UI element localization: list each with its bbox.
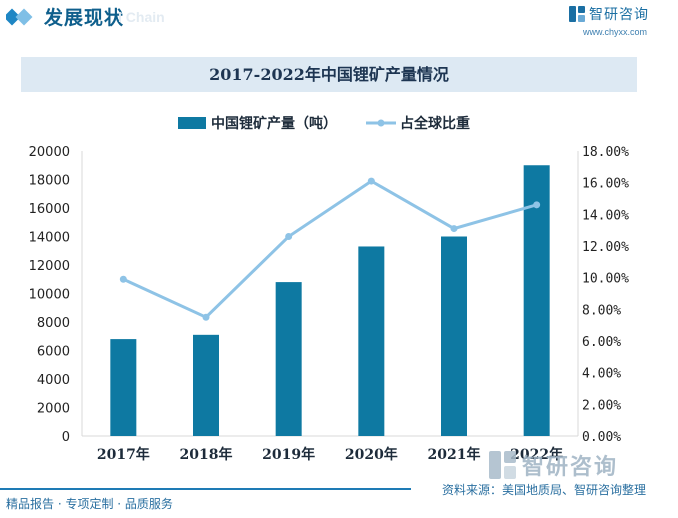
header-decor-icon [6, 8, 33, 26]
y-left-tick-label: 6000 [37, 345, 70, 360]
watermark-text: 智研咨询 [522, 455, 619, 480]
y-left-tick-label: 16000 [29, 202, 70, 217]
legend-bar-label: 中国锂矿产量（吨） [211, 116, 337, 132]
watermark-logo: 智研咨询 [488, 449, 618, 481]
x-tick-label: 2017年 [97, 446, 150, 463]
y-left-tick-label: 14000 [29, 231, 70, 246]
y-left-tick-label: 20000 [29, 145, 70, 160]
series-line [122, 179, 538, 320]
x-tick-label: 2019年 [262, 446, 315, 463]
line-point [367, 177, 375, 185]
y-left-tick-label: 2000 [37, 402, 70, 417]
line-point [450, 225, 458, 233]
footer-divider [0, 488, 411, 490]
brand-url[interactable]: www.chyxx.com [583, 27, 648, 37]
y-right-tick-label: 6.00% [582, 335, 621, 350]
y-right-tick-label: 14.00% [582, 208, 629, 223]
brand-name: 智研咨询 [589, 7, 649, 23]
brand-logo[interactable]: 智研咨询 [568, 4, 649, 24]
legend-bar-swatch [178, 117, 206, 129]
x-tick-label: 2018年 [180, 446, 233, 463]
y-left-tick-label: 10000 [29, 288, 70, 303]
legend-line-series: 占全球比重 [366, 113, 470, 133]
page-title: 发展现状 [44, 7, 125, 29]
bar [358, 246, 385, 436]
y-right-tick-label: 10.00% [582, 272, 629, 287]
x-tick-label: 2022年 [510, 446, 563, 463]
bar [523, 165, 550, 436]
y-right-tick-label: 2.00% [582, 398, 621, 413]
y-left-tick-label: 4000 [37, 373, 70, 388]
line-point [285, 233, 293, 240]
legend-line-swatch [366, 119, 396, 127]
line-point [533, 201, 541, 209]
watermark-logo-icon [489, 451, 516, 479]
bar [275, 282, 302, 436]
chart-title: 2017-2022年中国锂矿产量情况 [209, 65, 449, 84]
header-ghost-text: l Chain [118, 9, 165, 25]
bar [441, 236, 467, 436]
brand-logo-icon [569, 6, 585, 22]
y-right-tick-label: 0.00% [582, 430, 621, 445]
y-right-tick-label: 12.00% [582, 240, 629, 255]
page-header: 发展现状 l Chain 智研咨询 www.chyxx.com [0, 0, 678, 46]
line-point [202, 313, 210, 321]
y-left-tick-label: 0 [62, 430, 70, 445]
y-right-tick-label: 4.00% [582, 367, 621, 382]
y-right-tick-label: 16.00% [582, 177, 629, 192]
x-tick-label: 2021年 [428, 446, 481, 463]
chart-title-bar [21, 57, 637, 92]
x-tick-label: 2020年 [345, 446, 398, 463]
y-left-tick-label: 18000 [29, 174, 70, 189]
y-right-tick-label: 8.00% [582, 303, 621, 318]
y-right-tick-label: 18.00% [582, 145, 629, 160]
line-point [119, 275, 127, 283]
source-note: 资料来源：美国地质局、智研咨询整理 [442, 483, 647, 497]
y-left-tick-label: 12000 [29, 259, 70, 274]
bar [193, 334, 219, 436]
y-left-tick-label: 8000 [37, 316, 70, 331]
legend-bar-series: 中国锂矿产量（吨） [178, 113, 337, 133]
legend-line-label: 占全球比重 [400, 116, 470, 132]
bar [110, 339, 137, 436]
footer-slogan: 精品报告 · 专项定制 · 品质服务 [6, 497, 173, 511]
